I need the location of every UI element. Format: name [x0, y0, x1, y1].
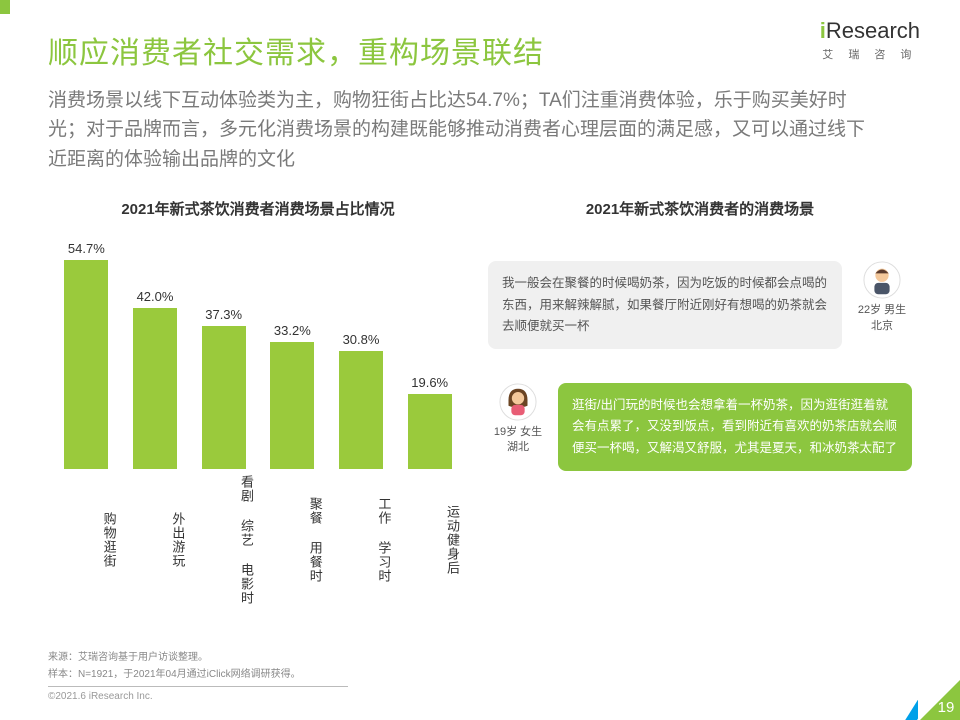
bar-col: 42.0%	[123, 289, 188, 469]
page-subtitle: 消费场景以线下互动体验类为主，购物狂街占比达54.7%；TA们注重消费体验，乐于…	[48, 86, 878, 174]
quote-card-1: 我一般会在聚餐的时候喝奶茶，因为吃饭的时候都会点喝的东西，用来解辣解腻，如果餐厅…	[488, 261, 912, 349]
bar-value-label: 19.6%	[411, 375, 448, 390]
footer-divider	[48, 686, 348, 687]
avatar-female-icon	[499, 383, 537, 421]
footer: 来源：艾瑞咨询基于用户访谈整理。 样本：N=1921，于2021年04月通过iC…	[48, 648, 348, 702]
bar-category-label: 看剧 综艺 电影时	[191, 475, 256, 605]
chart-title: 2021年新式茶饮消费者消费场景占比情况	[48, 198, 468, 219]
bar-category-label: 工作 学习时	[329, 475, 394, 605]
quote-text-2: 逛街/出门玩的时候也会想拿着一杯奶茶，因为逛街逛着就会有点累了，又没到饭点，看到…	[558, 383, 912, 471]
bar-value-label: 33.2%	[274, 323, 311, 338]
footer-source1: 来源：艾瑞咨询基于用户访谈整理。	[48, 648, 348, 663]
brand-rest: Research	[826, 18, 920, 43]
bar	[202, 326, 246, 469]
content-row: 2021年新式茶饮消费者消费场景占比情况 54.7% 42.0% 37.3% 33.2…	[48, 198, 912, 569]
bar-value-label: 54.7%	[68, 241, 105, 256]
footer-copyright: ©2021.6 iResearch Inc.	[48, 691, 348, 702]
bar-category-label: 聚餐 用餐时	[260, 475, 325, 605]
page-title: 顺应消费者社交需求，重构场景联结	[48, 28, 912, 72]
page-number: 19	[920, 680, 960, 720]
persona-2: 19岁 女生 湖北	[488, 383, 548, 456]
quote-text-1: 我一般会在聚餐的时候喝奶茶，因为吃饭的时候都会点喝的东西，用来解辣解腻，如果餐厅…	[488, 261, 842, 349]
persona-1-line1: 22岁 男生	[852, 303, 912, 318]
bar-category-label: 运动健身后	[397, 475, 462, 605]
bar-col: 37.3%	[191, 307, 256, 469]
bar-value-label: 30.8%	[343, 332, 380, 347]
chart-column: 2021年新式茶饮消费者消费场景占比情况 54.7% 42.0% 37.3% 33.2…	[48, 198, 468, 569]
bar-value-label: 42.0%	[137, 289, 174, 304]
avatar-male-icon	[863, 261, 901, 299]
persona-2-line1: 19岁 女生	[488, 425, 548, 440]
brand-name: iResearch	[820, 18, 920, 44]
bar	[339, 351, 383, 469]
bar-category-label: 外出游玩	[123, 475, 188, 605]
bar-col: 30.8%	[329, 332, 394, 469]
slide: iResearch 艾 瑞 咨 询 顺应消费者社交需求，重构场景联结 消费场景以…	[0, 0, 960, 720]
brand-logo: iResearch 艾 瑞 咨 询	[820, 18, 920, 62]
top-accent	[0, 0, 10, 14]
quote-card-2: 逛街/出门玩的时候也会想拿着一杯奶茶，因为逛街逛着就会有点累了，又没到饭点，看到…	[488, 383, 912, 471]
bar	[270, 342, 314, 469]
footer-source2: 样本：N=1921，于2021年04月通过iClick网络调研获得。	[48, 665, 348, 680]
bar	[408, 394, 452, 469]
right-title: 2021年新式茶饮消费者的消费场景	[488, 198, 912, 219]
bar	[133, 308, 177, 469]
persona-1-line2: 北京	[852, 319, 912, 334]
bar-chart: 54.7%42.0%37.3%33.2%30.8%19.6% 购物逛街外出游玩看…	[48, 239, 468, 569]
bar-col: 19.6%	[397, 375, 462, 469]
bar-category-label: 购物逛街	[54, 475, 119, 605]
bar-col: 33.2%	[260, 323, 325, 469]
bar-col: 54.7%	[54, 241, 119, 470]
decorative-slash	[858, 660, 918, 720]
bar	[64, 260, 108, 470]
persona-1: 22岁 男生 北京	[852, 261, 912, 334]
persona-2-line2: 湖北	[488, 440, 548, 455]
quotes-column: 2021年新式茶饮消费者的消费场景 我一般会在聚餐的时候喝奶茶，因为吃饭的时候都…	[488, 198, 912, 569]
bar-value-label: 37.3%	[205, 307, 242, 322]
brand-sub: 艾 瑞 咨 询	[820, 46, 920, 62]
